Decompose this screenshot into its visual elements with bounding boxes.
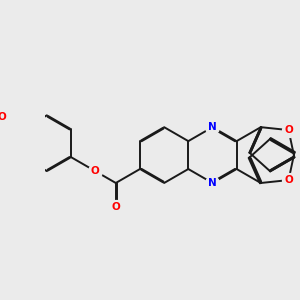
Text: N: N (208, 178, 217, 188)
Text: O: O (284, 125, 293, 135)
Text: O: O (111, 202, 120, 212)
Text: O: O (91, 166, 100, 176)
Text: O: O (0, 112, 7, 122)
Text: O: O (284, 175, 293, 185)
Text: N: N (208, 122, 217, 132)
